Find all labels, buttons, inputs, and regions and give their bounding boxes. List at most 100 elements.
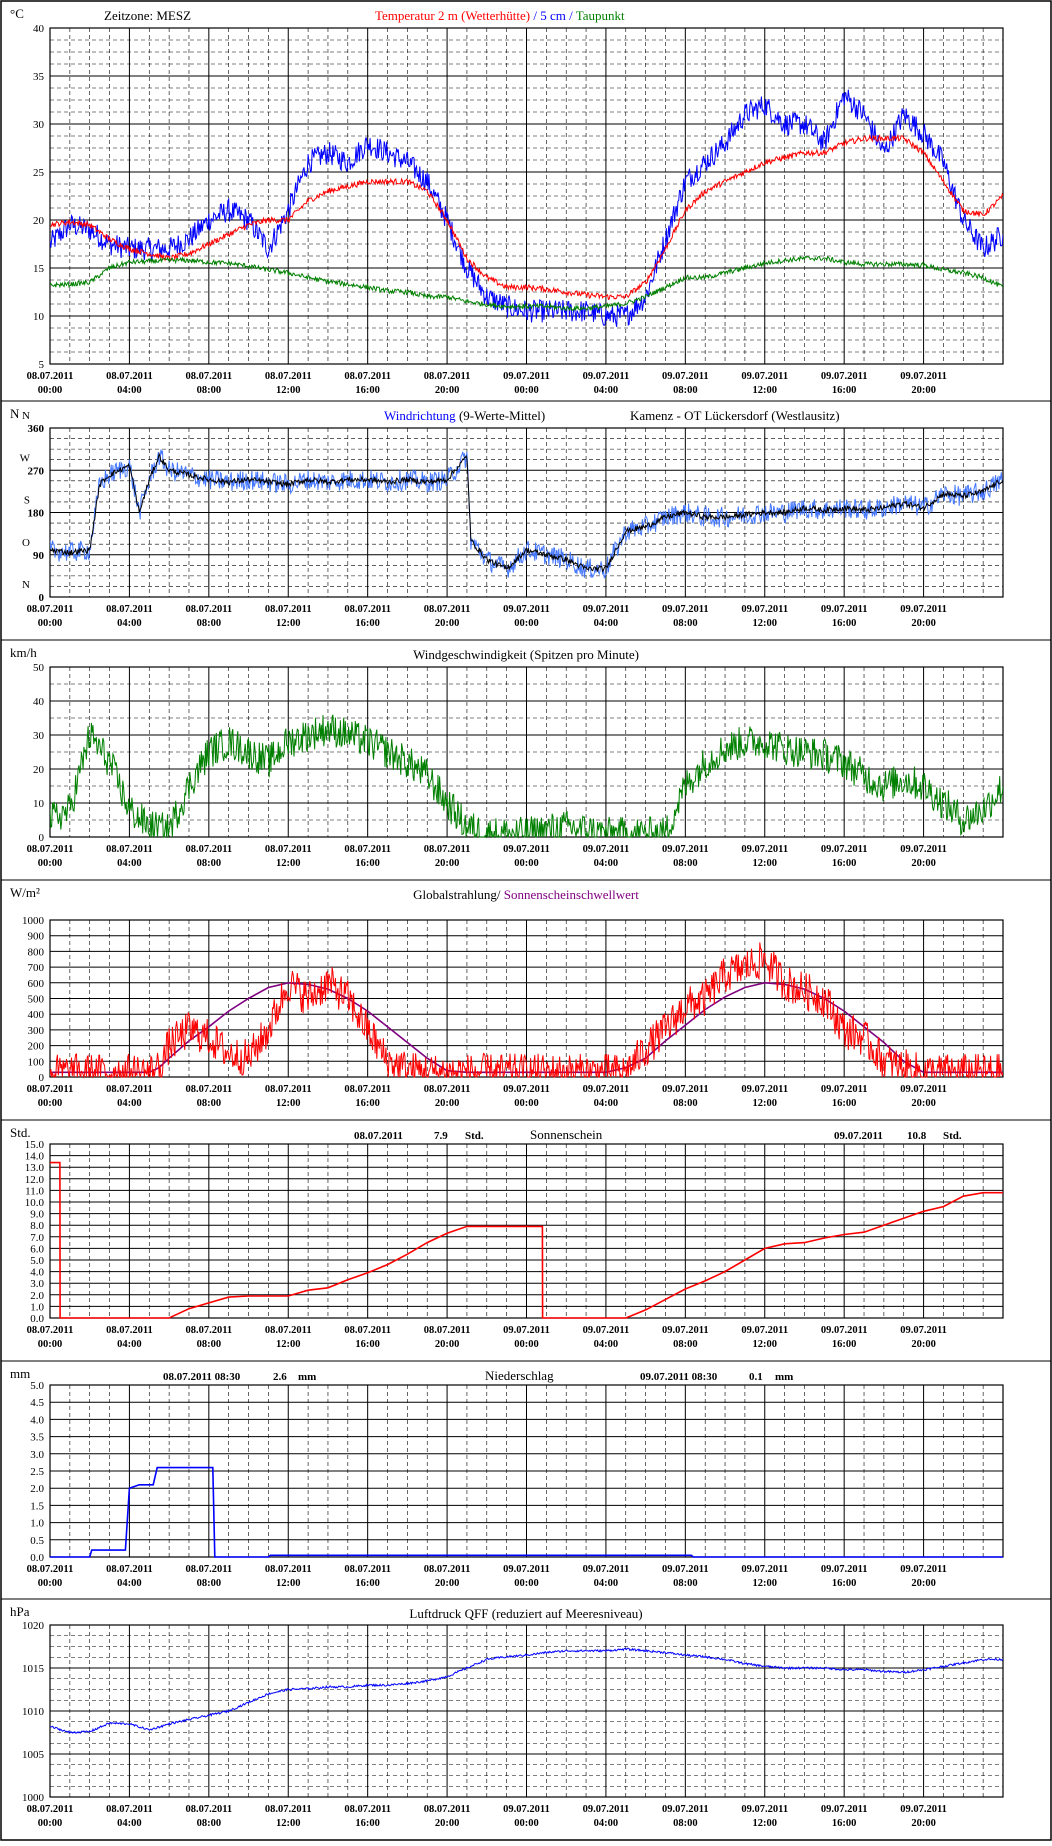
x-date-label: 09.07.2011 xyxy=(503,1084,550,1095)
y-unit-label: km/h xyxy=(10,645,37,660)
series-line-wdir-1 xyxy=(50,452,1003,573)
y-tick-label: 14.0 xyxy=(25,1151,45,1163)
x-time-label: 08:00 xyxy=(197,858,222,869)
x-date-label: 09.07.2011 xyxy=(503,604,550,615)
x-date-label: 08.07.2011 xyxy=(27,844,74,855)
y-tick-label: 270 xyxy=(28,465,45,477)
x-date-label: 08.07.2011 xyxy=(27,1325,74,1336)
x-time-label: 04:00 xyxy=(594,1578,619,1589)
panel-sun: 0.01.02.03.04.05.06.07.08.09.010.011.012… xyxy=(1,1119,1051,1350)
x-date-label: 08.07.2011 xyxy=(106,1564,153,1575)
y-tick-label: 800 xyxy=(28,946,45,958)
y-dir-label: N xyxy=(22,410,30,422)
y-tick-label: 90 xyxy=(33,550,45,562)
x-date-label: 08.07.2011 xyxy=(185,1564,232,1575)
x-time-label: 12:00 xyxy=(276,385,301,396)
header-legend: Temperatur 2 m (Wetterhütte) / 5 cm / Ta… xyxy=(375,8,625,23)
x-date-label: 09.07.2011 xyxy=(741,371,788,382)
x-time-label: 20:00 xyxy=(911,618,936,629)
legend-item: Windgeschwindigkeit (Spitzen pro Minute) xyxy=(413,647,639,662)
header-item: mm xyxy=(298,1371,316,1383)
y-dir-label: S xyxy=(24,495,30,507)
panel-rad: 0 100 200 300 400 500 600 700 800 900 1000 W/m² 08.0… xyxy=(1,879,1051,1109)
y-dir-label: O xyxy=(22,537,30,549)
x-time-label: 08:00 xyxy=(197,1339,222,1350)
y-tick-label: 6.0 xyxy=(30,1243,44,1255)
x-date-label: 08.07.2011 xyxy=(265,1564,312,1575)
y-dir-label: W xyxy=(20,452,31,464)
x-date-label: 09.07.2011 xyxy=(900,1804,947,1815)
x-time-label: 12:00 xyxy=(276,1818,301,1829)
y-tick-label: 3.0 xyxy=(30,1278,44,1290)
plot-border xyxy=(49,919,1004,1078)
y-tick-label: 9.0 xyxy=(30,1209,44,1221)
x-time-label: 20:00 xyxy=(911,1818,936,1829)
y-tick-label: 2.0 xyxy=(30,1483,44,1495)
x-date-label: 09.07.2011 xyxy=(503,371,550,382)
x-date-label: 09.07.2011 xyxy=(900,844,947,855)
x-date-label: 08.07.2011 xyxy=(106,1325,153,1336)
x-date-label: 08.07.2011 xyxy=(185,844,232,855)
x-date-label: 08.07.2011 xyxy=(27,1804,74,1815)
x-date-label: 08.07.2011 xyxy=(265,1325,312,1336)
y-tick-label: 5.0 xyxy=(30,1255,44,1267)
y-tick-label: 4.5 xyxy=(30,1397,44,1409)
x-date-label: 09.07.2011 xyxy=(503,1325,550,1336)
y-tick-label: 700 xyxy=(28,962,45,974)
x-date-label: 09.07.2011 xyxy=(662,1084,709,1095)
y-tick-label: 600 xyxy=(28,978,45,990)
x-time-label: 12:00 xyxy=(276,618,301,629)
header-item: 0.1 xyxy=(749,1371,763,1383)
x-date-label: 09.07.2011 xyxy=(821,604,868,615)
x-date-label: 08.07.2011 xyxy=(424,844,471,855)
x-date-label: 09.07.2011 xyxy=(583,604,630,615)
x-date-label: 08.07.2011 xyxy=(27,1084,74,1095)
x-time-label: 00:00 xyxy=(38,618,63,629)
x-time-label: 04:00 xyxy=(117,385,142,396)
x-time-label: 16:00 xyxy=(355,1818,380,1829)
x-date-label: 08.07.2011 xyxy=(185,604,232,615)
y-tick-label: 1000 xyxy=(22,915,45,927)
x-time-label: 04:00 xyxy=(594,1098,619,1109)
header-item: 09.07.2011 xyxy=(834,1130,883,1142)
y-tick-label: 30 xyxy=(33,119,45,131)
y-tick-label: 15 xyxy=(33,263,45,275)
y-tick-label: 400 xyxy=(28,1009,45,1021)
y-tick-label: 20 xyxy=(33,764,45,776)
header-item: Sonnenschein xyxy=(530,1127,603,1142)
x-date-label: 08.07.2011 xyxy=(27,604,74,615)
x-date-label: 09.07.2011 xyxy=(662,371,709,382)
x-time-label: 12:00 xyxy=(753,858,778,869)
x-time-label: 04:00 xyxy=(594,385,619,396)
x-date-label: 09.07.2011 xyxy=(741,1084,788,1095)
x-time-label: 00:00 xyxy=(514,1339,539,1350)
y-tick-label: 1.0 xyxy=(30,1301,44,1313)
x-date-label: 08.07.2011 xyxy=(27,1564,74,1575)
x-time-label: 20:00 xyxy=(911,858,936,869)
x-date-label: 09.07.2011 xyxy=(821,844,868,855)
x-time-label: 08:00 xyxy=(673,1339,698,1350)
y-tick-label: 5.0 xyxy=(30,1380,44,1392)
x-date-label: 08.07.2011 xyxy=(185,1804,232,1815)
x-time-label: 00:00 xyxy=(38,1098,63,1109)
header-item: Niederschlag xyxy=(485,1368,554,1383)
x-date-label: 08.07.2011 xyxy=(265,1084,312,1095)
x-time-label: 12:00 xyxy=(276,1339,301,1350)
legend-item: Windrichtung xyxy=(384,408,456,423)
y-tick-label: 1015 xyxy=(22,1663,45,1675)
x-time-label: 16:00 xyxy=(832,1818,857,1829)
x-date-label: 09.07.2011 xyxy=(741,1325,788,1336)
y-tick-label: 1005 xyxy=(22,1749,45,1761)
legend-item: Sonnenscheinschwellwert xyxy=(504,887,639,902)
header-timezone: Zeitzone: MESZ xyxy=(104,8,191,23)
x-time-label: 20:00 xyxy=(911,1339,936,1350)
x-time-label: 16:00 xyxy=(355,1578,380,1589)
x-date-label: 08.07.2011 xyxy=(344,604,391,615)
legend-item: / xyxy=(566,8,576,23)
x-date-label: 08.07.2011 xyxy=(106,1804,153,1815)
x-date-label: 08.07.2011 xyxy=(106,371,153,382)
y-unit-label: °C xyxy=(10,6,24,21)
x-date-label: 08.07.2011 xyxy=(265,604,312,615)
